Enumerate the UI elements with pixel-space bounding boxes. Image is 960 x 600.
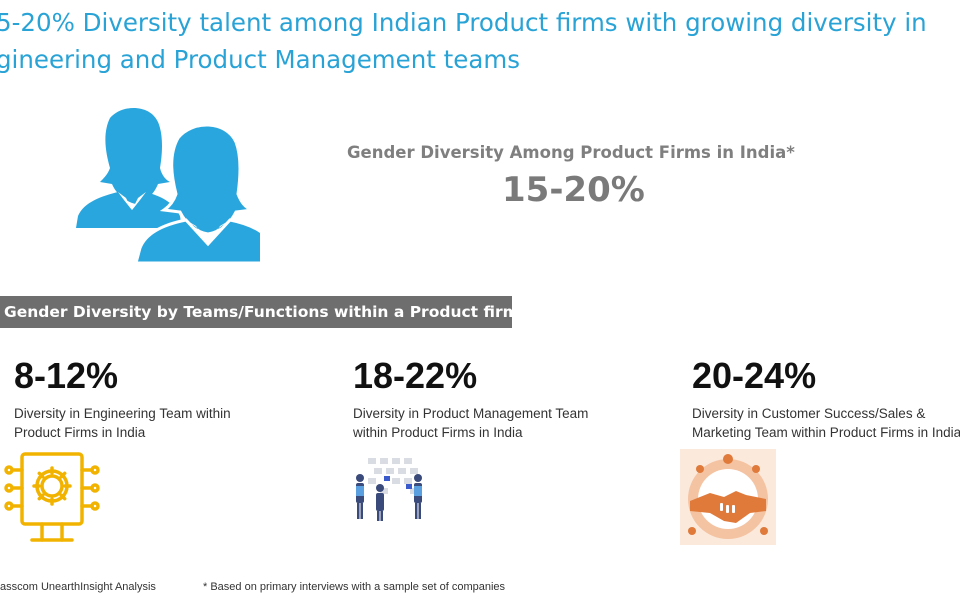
stat-customer-success-value: 20-24% <box>692 356 817 396</box>
page-title-line-2: gineering and Product Management teams <box>0 45 520 74</box>
overall-diversity-value: 15-20% <box>502 170 645 210</box>
stat-product-management: 18-22% Diversity in Product Management T… <box>353 356 653 442</box>
stat-pm-desc-line-1: Diversity in Product Management Team <box>353 406 589 421</box>
people-icon <box>76 107 260 263</box>
footer-note: * Based on primary interviews with a sam… <box>203 581 506 593</box>
overall-diversity-label: Gender Diversity Among Product Firms in … <box>347 143 795 162</box>
page-title: 5-20% Diversity talent among Indian Prod… <box>0 4 960 78</box>
teams-banner: Gender Diversity by Teams/Functions with… <box>0 296 512 328</box>
page-title-line-1: 5-20% Diversity talent among Indian Prod… <box>0 8 927 37</box>
chip-gear-icon <box>4 452 100 542</box>
stat-customer-success: 20-24% Diversity in Customer Success/Sal… <box>692 356 960 442</box>
footer-source: asscom UnearthInsight Analysis <box>0 581 156 593</box>
team-board-icon <box>356 458 422 521</box>
stat-cs-desc-line-2: Marketing Team within Product Firms in I… <box>692 425 960 440</box>
handshake-icon <box>680 449 776 545</box>
stat-engineering-desc-line-2: Product Firms in India <box>14 425 146 440</box>
stat-product-management-description: Diversity in Product Management Team wit… <box>353 404 653 442</box>
stat-pm-desc-line-2: within Product Firms in India <box>353 425 523 440</box>
stat-cs-desc-line-1: Diversity in Customer Success/Sales & <box>692 406 926 421</box>
stat-engineering-description: Diversity in Engineering Team within Pro… <box>14 404 314 442</box>
stat-customer-success-description: Diversity in Customer Success/Sales & Ma… <box>692 404 960 442</box>
stat-engineering: 8-12% Diversity in Engineering Team with… <box>14 356 314 442</box>
stat-product-management-value: 18-22% <box>353 355 478 396</box>
stat-engineering-value: 8-12% <box>14 355 119 396</box>
stat-engineering-desc-line-1: Diversity in Engineering Team within <box>14 406 231 421</box>
